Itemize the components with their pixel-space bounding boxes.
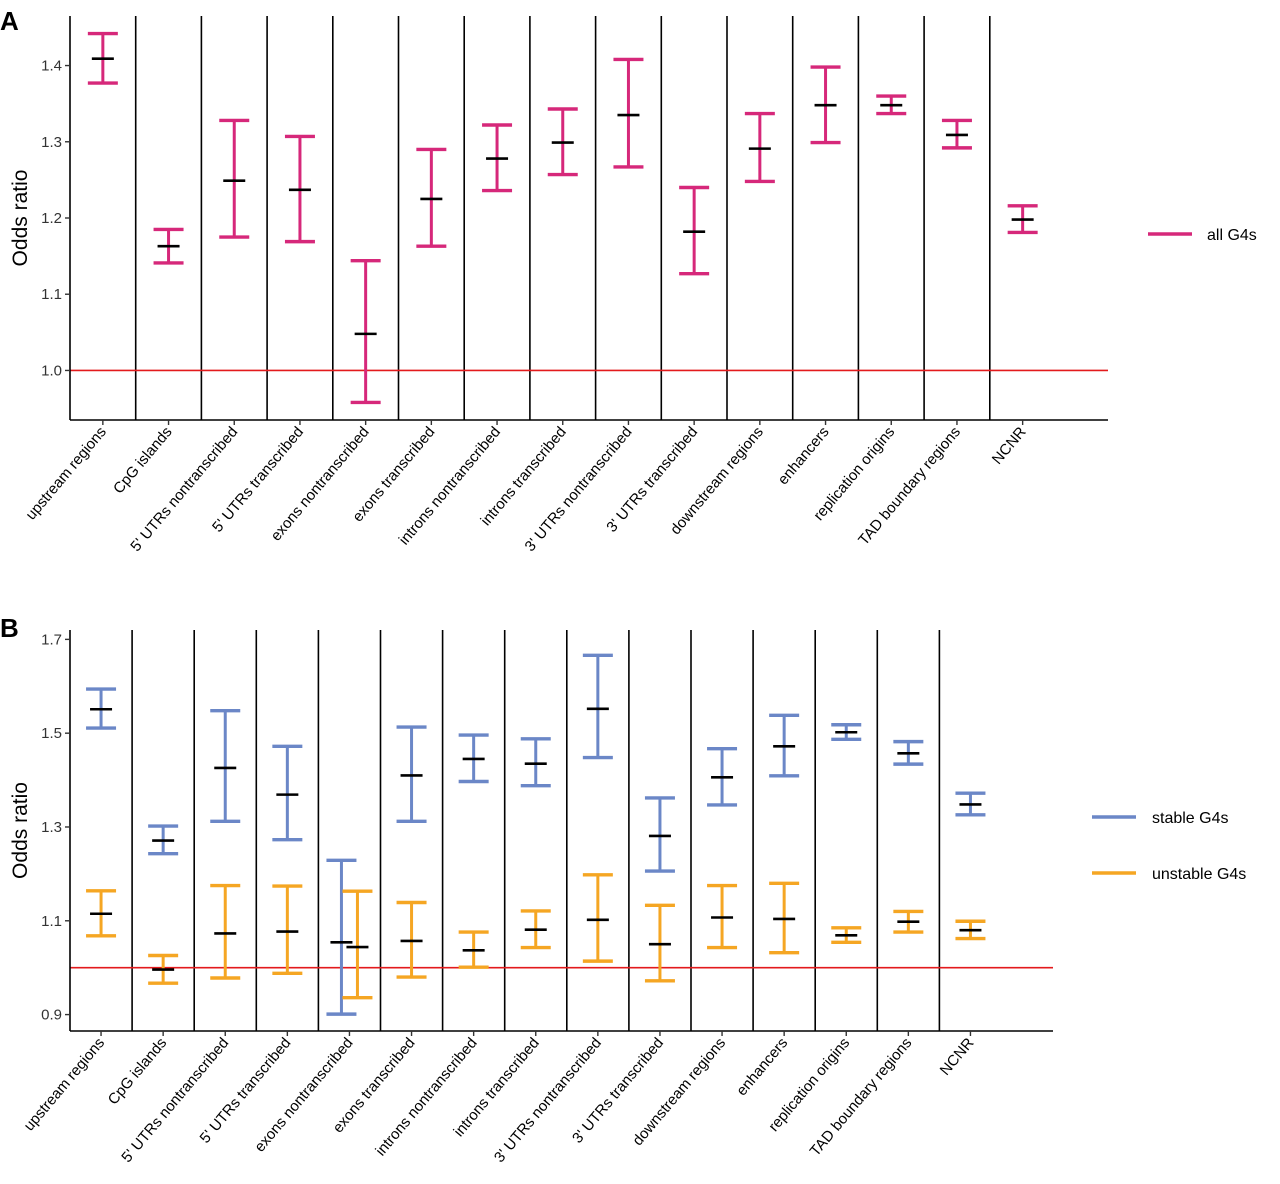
- y-tick-label: 1.4: [41, 58, 62, 75]
- y-axis-title: Odds ratio: [9, 782, 32, 879]
- category-label-upstream-regions: upstream regions: [21, 1035, 109, 1135]
- y-tick-label: 1.1: [41, 913, 62, 930]
- category-label-upstream-regions: upstream regions: [22, 424, 110, 524]
- y-tick-label: 0.9: [41, 1007, 62, 1024]
- category-label-ncnr: NCNR: [937, 1035, 978, 1079]
- panel-label: B: [0, 613, 19, 643]
- category-label-ncnr: NCNR: [989, 424, 1030, 468]
- category-label-tad-boundary-regions: TAD boundary regions: [807, 1035, 916, 1160]
- y-tick-label: 1.0: [41, 362, 62, 379]
- y-tick-label: 1.7: [41, 631, 62, 648]
- legend-label-stable-g4s: stable G4s: [1152, 810, 1228, 827]
- category-label-3-utrs-nontranscribed: 3' UTRs nontranscribed: [491, 1035, 605, 1166]
- category-label-introns-nontranscribed: introns nontranscribed: [372, 1035, 480, 1160]
- panel-a: A 1.0 1.1 1.2 1.3 1.4 Odds ratio upstream regio…: [0, 6, 1257, 555]
- y-tick-label: 1.3: [41, 819, 62, 836]
- category-label-5-utrs-nontranscribed: 5' UTRs nontranscribed: [127, 424, 241, 555]
- category-label-enhancers: enhancers: [733, 1035, 791, 1100]
- category-label-cpg-islands: CpG islands: [110, 424, 176, 498]
- panel-label: A: [0, 6, 19, 36]
- legend-label-all-g4s: all G4s: [1207, 227, 1257, 244]
- category-label-3-utrs-nontranscribed: 3' UTRs nontranscribed: [522, 424, 636, 555]
- y-tick-label: 1.2: [41, 210, 62, 227]
- y-tick-label: 1.3: [41, 134, 62, 151]
- y-axis-title: Odds ratio: [9, 170, 32, 267]
- legend-label-unstable-g4s: unstable G4s: [1152, 866, 1246, 883]
- panel-b: B 0.9 1.1 1.3 1.5 1.7 Odds ratio upstream regio…: [0, 613, 1246, 1166]
- category-label-cpg-islands: CpG islands: [105, 1035, 171, 1109]
- y-tick-label: 1.5: [41, 725, 62, 742]
- y-tick-label: 1.1: [41, 286, 62, 303]
- category-label-5-utrs-nontranscribed: 5' UTRs nontranscribed: [118, 1035, 232, 1166]
- category-label-enhancers: enhancers: [775, 424, 833, 489]
